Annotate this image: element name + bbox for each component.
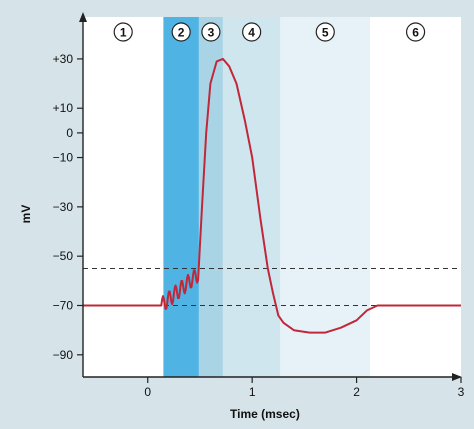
phase-band-2: [163, 17, 199, 377]
phase-label: 4: [248, 26, 255, 40]
phase-marker-1: [113, 22, 133, 42]
phase-band-5: [280, 17, 371, 377]
axes: [79, 12, 462, 381]
phase-bands: 1 2 3 4 5 6: [83, 17, 461, 377]
x-tick-label: 2: [353, 385, 360, 399]
y-tick-label: −10: [53, 151, 74, 165]
series-layer: [83, 57, 461, 334]
phase-label: 3: [208, 26, 215, 40]
phase-band-6: [370, 17, 461, 377]
y-tick-label: −70: [53, 298, 74, 312]
phase-marker-2: [171, 22, 191, 42]
tick-labels: +30 +10 0 −10 −30 −50 −70 −90 0 1 2 3: [53, 52, 465, 399]
phase-marker-6: [405, 22, 426, 42]
phase-label: 6: [412, 26, 419, 40]
y-tick-label: 0: [66, 126, 73, 140]
phase-label: 5: [322, 26, 329, 40]
x-tick-label: 3: [458, 385, 465, 399]
phase-marker-4: [242, 22, 262, 42]
y-tick-label: −50: [53, 249, 74, 263]
x-axis-label: Time (msec): [230, 407, 300, 421]
phase-marker-5: [315, 22, 335, 42]
y-tick-label: +10: [53, 101, 74, 115]
phase-band-1: [83, 17, 164, 377]
phase-band-4: [222, 17, 281, 377]
membrane-potential-line: [83, 57, 461, 334]
y-tick-label: +30: [53, 52, 74, 66]
phase-label: 2: [178, 26, 185, 40]
y-tick-label: −30: [53, 200, 74, 214]
y-axis-arrow-icon: [79, 12, 87, 22]
y-tick-label: −90: [53, 348, 74, 362]
x-axis-arrow-icon: [452, 373, 462, 381]
x-tick-label: 1: [249, 385, 256, 399]
x-tick-label: 0: [144, 385, 151, 399]
y-axis-label: mV: [19, 205, 33, 224]
phase-label: 1: [120, 26, 127, 40]
phase-marker-3: [201, 22, 221, 42]
